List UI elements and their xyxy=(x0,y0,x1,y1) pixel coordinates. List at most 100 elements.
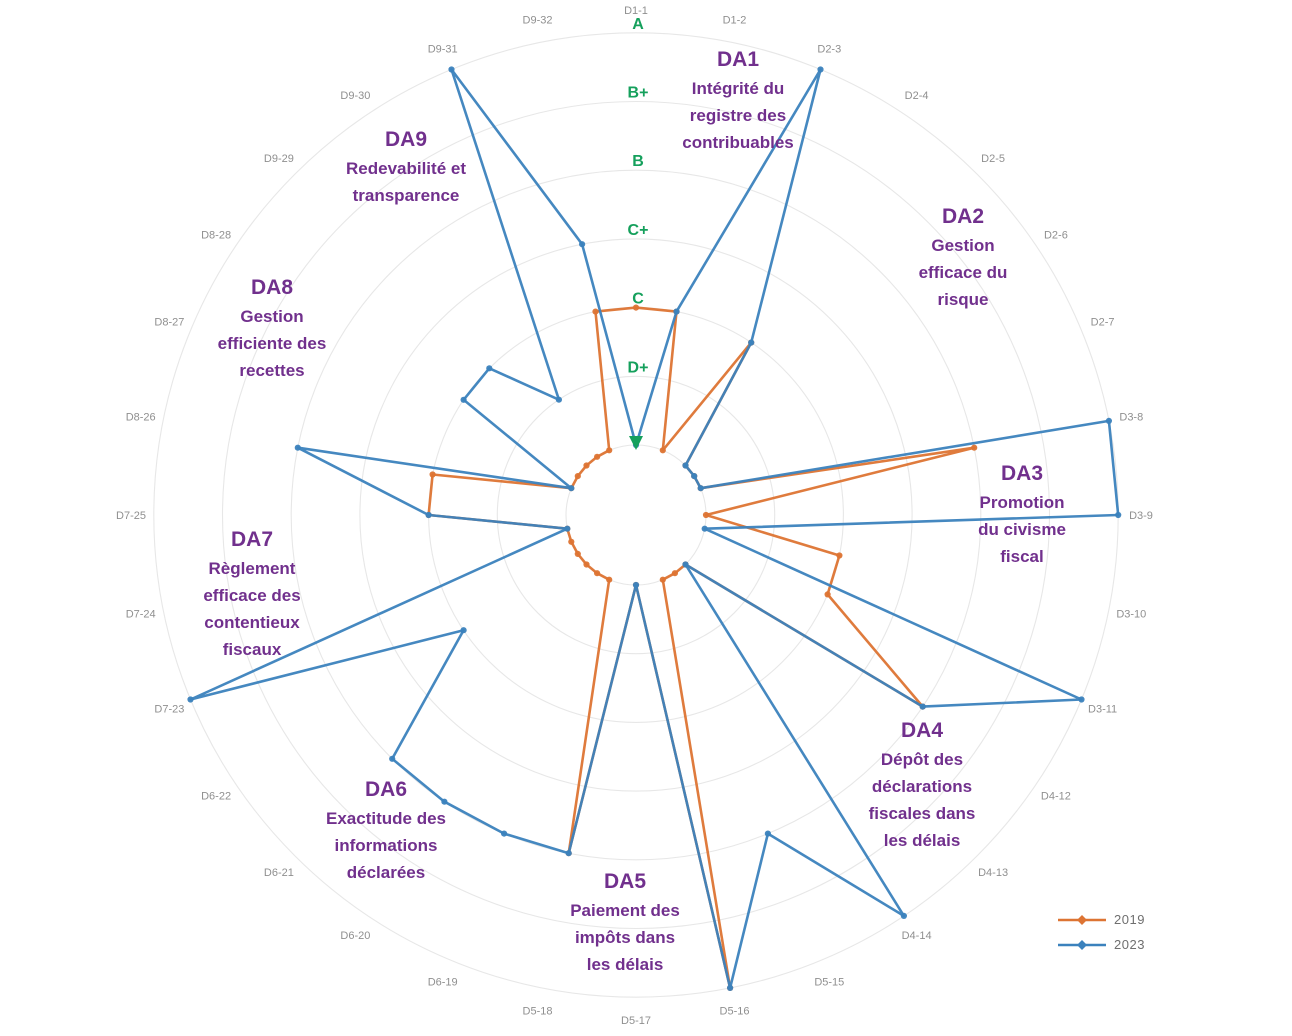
group-name-DA5-line3: les délais xyxy=(587,955,664,974)
indicator-label-D6-20: D6-20 xyxy=(340,930,370,942)
series-2023-point-D6-20 xyxy=(441,798,448,805)
indicator-label-D6-19: D6-19 xyxy=(428,977,458,989)
group-title-DA2: DA2 xyxy=(942,205,984,228)
group-title-DA8: DA8 xyxy=(251,276,293,299)
series-2019-point-D9-31 xyxy=(606,447,613,454)
series-2019-point-D9-30 xyxy=(594,453,601,460)
grade-label-C+: C+ xyxy=(628,222,649,239)
indicator-label-D3-9: D3-9 xyxy=(1129,510,1153,522)
indicator-label-D6-22: D6-22 xyxy=(201,791,231,803)
series-2023-point-D9-32 xyxy=(579,241,586,248)
grid-ring-C+ xyxy=(359,238,913,792)
group-name-DA9-line2: transparence xyxy=(353,186,460,205)
group-title-DA6: DA6 xyxy=(365,778,407,801)
group-title-DA1: DA1 xyxy=(717,48,759,71)
series-2023-point-D3-9 xyxy=(1115,511,1122,519)
series-2023-point-D6-22 xyxy=(460,627,467,634)
group-name-DA8-line2: efficiente des xyxy=(218,334,327,353)
series-2019-point-D9-29 xyxy=(583,462,590,469)
indicator-label-D7-25: D7-25 xyxy=(116,510,146,522)
series-2019-point-D3-11 xyxy=(824,591,831,598)
group-name-DA4-line2: déclarations xyxy=(872,777,972,796)
series-2023-point-D5-18 xyxy=(565,850,572,857)
series-2023-point-D9-31 xyxy=(448,66,455,73)
series-2019-point-D6-19 xyxy=(606,576,613,583)
series-2019-point-D6-21 xyxy=(583,561,590,568)
legend-item-2023: 2023 xyxy=(1056,937,1145,952)
grade-label-B: B xyxy=(632,153,644,170)
indicator-label-D3-8: D3-8 xyxy=(1119,412,1143,424)
indicator-label-D4-12: D4-12 xyxy=(1041,791,1071,803)
group-name-DA2-line2: efficace du xyxy=(919,263,1008,282)
series-2023-point-D9-30 xyxy=(555,396,563,403)
grade-label-C: C xyxy=(632,291,644,308)
series-2023-point-D2-6 xyxy=(691,473,698,480)
indicator-label-D2-3: D2-3 xyxy=(817,43,841,55)
group-name-DA6-line3: déclarées xyxy=(347,863,425,882)
group-name-DA8-line1: Gestion xyxy=(240,307,303,326)
indicator-label-D4-13: D4-13 xyxy=(978,867,1008,879)
series-2019-polygon xyxy=(427,306,976,990)
indicator-label-D4-14: D4-14 xyxy=(902,930,932,942)
grid-ring-D+ xyxy=(496,375,776,655)
indicator-label-D2-5: D2-5 xyxy=(981,153,1005,165)
indicator-label-D1-2: D1-2 xyxy=(723,15,747,27)
series-2019-point-D6-22 xyxy=(574,550,581,558)
indicator-label-D2-4: D2-4 xyxy=(905,90,929,102)
series-2023-point-D5-17 xyxy=(632,581,640,589)
series-2023-point-D7-24 xyxy=(564,525,571,532)
indicator-label-D7-23: D7-23 xyxy=(154,703,184,715)
indicator-label-D5-15: D5-15 xyxy=(814,977,844,989)
series-2019-point-D8-26 xyxy=(429,471,436,478)
group-name-DA4-line3: fiscales dans xyxy=(869,804,976,823)
indicator-label-D8-28: D8-28 xyxy=(201,229,231,241)
series-2023-point-D6-19 xyxy=(501,830,508,837)
series-2023-point-D2-3 xyxy=(817,66,824,73)
group-name-DA1-line1: Intégrité du xyxy=(692,79,785,98)
series-2023-point-D8-28 xyxy=(460,396,467,403)
series-2023-point-D5-15 xyxy=(764,830,772,837)
series-2019-point-D1-1 xyxy=(632,304,640,311)
series-2019-point-D2-3 xyxy=(659,447,666,454)
legend: 2019 2023 xyxy=(1056,912,1145,952)
group-name-DA3-line2: du civisme xyxy=(978,520,1066,539)
series-2023-point-D4-13 xyxy=(682,561,689,568)
series-2019-point-D9-32 xyxy=(592,308,599,315)
group-name-DA5-line2: impôts dans xyxy=(575,928,675,947)
indicator-label-D5-17: D5-17 xyxy=(621,1015,651,1027)
group-name-DA7-line4: fiscaux xyxy=(223,640,282,659)
series-2023-point-D3-8 xyxy=(1105,417,1112,424)
series-2019-point-D3-10 xyxy=(836,552,843,559)
series-2023-point-D6-21 xyxy=(389,755,396,762)
group-name-DA3-line3: fiscal xyxy=(1000,547,1043,566)
indicator-label-D9-29: D9-29 xyxy=(264,153,294,165)
indicator-label-D8-26: D8-26 xyxy=(126,412,156,424)
indicator-label-D9-31: D9-31 xyxy=(428,43,458,55)
series-2019-point-D4-14 xyxy=(671,570,679,577)
group-name-DA3-line1: Promotion xyxy=(980,493,1065,512)
group-name-DA7-line2: efficace des xyxy=(203,586,300,605)
series-2019-point-D8-28 xyxy=(574,473,581,480)
group-name-DA2-line1: Gestion xyxy=(931,236,994,255)
series-2019-point-D7-23 xyxy=(568,538,575,545)
group-title-DA9: DA9 xyxy=(385,128,427,151)
group-name-DA1-line3: contribuables xyxy=(682,133,793,152)
series-2023-point-D4-12 xyxy=(919,703,926,710)
group-name-DA4-line1: Dépôt des xyxy=(881,750,963,769)
series-2023-point-D5-16 xyxy=(727,984,734,992)
indicator-label-D8-27: D8-27 xyxy=(154,317,184,329)
grid-ring-A xyxy=(153,32,1119,998)
group-name-DA9-line1: Redevabilité et xyxy=(346,159,466,178)
series-2023-point-D8-27 xyxy=(568,485,575,492)
series-2023-point-D9-29 xyxy=(486,365,493,372)
series-2019-point-D3-8 xyxy=(971,444,978,451)
indicator-label-D9-32: D9-32 xyxy=(523,15,553,27)
grade-label-A: A xyxy=(632,16,644,33)
indicator-label-D5-16: D5-16 xyxy=(720,1005,750,1017)
series-2023-point-D4-14 xyxy=(900,912,908,920)
indicator-label-D3-11: D3-11 xyxy=(1088,703,1117,715)
indicator-label-D9-30: D9-30 xyxy=(340,90,370,102)
series-2023-point-D1-2 xyxy=(673,308,680,315)
